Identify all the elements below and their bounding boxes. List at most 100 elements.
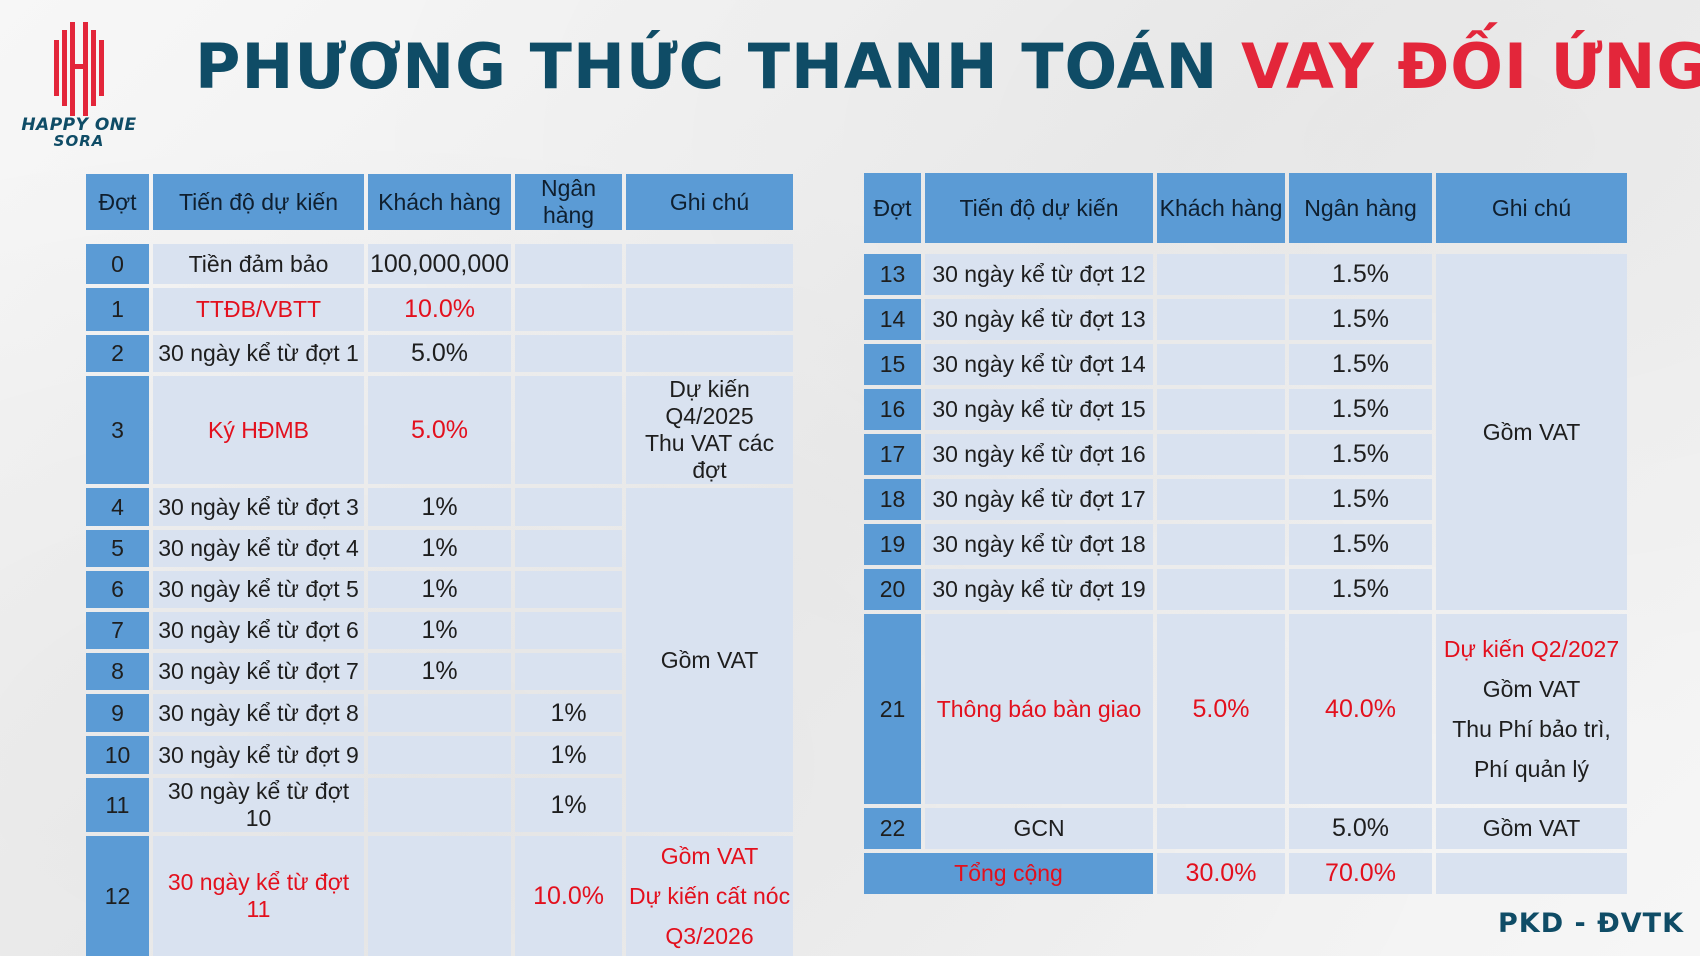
cell-dot: 14 [864,299,921,340]
cell-dot: 1 [86,288,149,331]
cell-ngan-hang: 1.5% [1289,254,1432,295]
payment-table-right: Đợt Tiến độ dự kiến Khách hàng Ngân hàng… [860,169,1631,898]
cell-khach-hang [1157,344,1285,385]
cell-ngan-hang [515,376,623,484]
cell-tien-do: GCN [925,808,1153,849]
cell-tien-do: 30 ngày kể từ đợt 15 [925,389,1153,430]
note-gom-vat: Gồm VAT [1436,254,1627,610]
table-row: 13 30 ngày kể từ đợt 12 1.5% Gồm VAT [864,254,1627,610]
table-row: 11 30 ngày kể từ đợt 10 1% [86,778,793,832]
cell-khach-hang: 5.0% [368,376,512,484]
cell-dot: 5 [86,530,149,567]
table-row: 17 30 ngày kể từ đợt 16 1.5% [864,434,1627,475]
cell-ngan-hang: 1.5% [1289,434,1432,475]
cell-ghi-chu: Dự kiến Q2/2027 Gồm VAT Thu Phí bảo trì,… [1436,614,1627,804]
header-ngan-hang: Ngân hàng [515,174,623,230]
table-row: 7 30 ngày kể từ đợt 6 1% [86,612,793,649]
table-header-row: Đợt Tiến độ dự kiến Khách hàng Ngân hàng… [864,173,1627,243]
cell-ngan-hang [515,244,623,284]
cell-ngan-hang: 1.5% [1289,479,1432,520]
cell-tien-do: 30 ngày kể từ đợt 12 [925,254,1153,295]
table-row: 22 GCN 5.0% Gồm VAT [864,808,1627,849]
cell-tien-do: 30 ngày kể từ đợt 10 [153,778,364,832]
cell-ngan-hang: 10.0% [515,836,623,956]
table-row: 18 30 ngày kể từ đợt 17 1.5% [864,479,1627,520]
note-r12-line2: Dự kiến cất nóc [628,883,791,909]
cell-khach-hang [1157,524,1285,565]
cell-tien-do: 30 ngày kể từ đợt 19 [925,569,1153,610]
header-tien-do: Tiến độ dự kiến [925,173,1153,243]
cell-khach-hang [368,836,512,956]
table-row: 21 Thông báo bàn giao 5.0% 40.0% Dự kiến… [864,614,1627,804]
cell-ngan-hang: 1.5% [1289,389,1432,430]
cell-tien-do: Ký HĐMB [153,376,364,484]
cell-khach-hang [1157,434,1285,475]
cell-dot: 16 [864,389,921,430]
cell-ngan-hang [515,488,623,526]
cell-dot: 13 [864,254,921,295]
table-row: 15 30 ngày kể từ đợt 14 1.5% [864,344,1627,385]
cell-ghi-chu: Dự kiến Q4/2025 Thu VAT các đợt [626,376,794,484]
cell-ghi-chu: Gồm VAT Dự kiến cất nóc Q3/2026 [626,836,794,956]
total-row: Tổng cộng 30.0% 70.0% [864,853,1627,894]
cell-dot: 18 [864,479,921,520]
payment-table-left: Đợt Tiến độ dự kiến Khách hàng Ngân hàng… [82,170,797,956]
logo-brand-name: HAPPY ONE [21,115,137,135]
logo-brand-sub: SORA [53,132,105,150]
cell-tien-do: 30 ngày kể từ đợt 5 [153,571,364,608]
cell-ngan-hang [515,288,623,331]
cell-tien-do: 30 ngày kể từ đợt 14 [925,344,1153,385]
table-row: 5 30 ngày kể từ đợt 4 1% [86,530,793,567]
header-dot: Đợt [86,174,149,230]
title-part-1: PHƯƠNG THỨC THANH TOÁN [195,30,1219,103]
note-r21-line1: Dự kiến Q2/2027 [1443,636,1620,662]
cell-tien-do: 30 ngày kể từ đợt 4 [153,530,364,567]
header-ghi-chu: Ghi chú [626,174,794,230]
cell-khach-hang: 1% [368,612,512,649]
note-r21-line4: Phí quản lý [1473,756,1590,782]
cell-dot: 15 [864,344,921,385]
cell-khach-hang: 1% [368,530,512,567]
table-row: 6 30 ngày kể từ đợt 5 1% [86,571,793,608]
table-row: 4 30 ngày kể từ đợt 3 1% Gồm VAT [86,488,794,832]
cell-ghi-chu [626,244,794,284]
cell-ngan-hang [515,653,623,690]
cell-tien-do: 30 ngày kể từ đợt 16 [925,434,1153,475]
table-row: 0 Tiền đảm bảo 100,000,000 [86,244,794,284]
cell-ngan-hang: 5.0% [1289,808,1432,849]
header-dot: Đợt [864,173,921,243]
note-q4-line2: Thu VAT các đợt [644,430,775,483]
note-q4-line1: Dự kiến Q4/2025 [665,376,754,429]
table-row: 8 30 ngày kể từ đợt 7 1% [86,653,793,690]
cell-dot: 3 [86,376,149,484]
cell-dot: 6 [86,571,149,608]
cell-dot: 9 [86,694,149,732]
note-r21-line3: Thu Phí bảo trì, [1452,716,1611,742]
cell-ngan-hang: 1.5% [1289,524,1432,565]
note-r12-line1: Gồm VAT [660,843,759,869]
table-row: 12 30 ngày kể từ đợt 11 10.0% Gồm VAT Dự… [86,836,794,956]
cell-dot: 10 [86,736,149,774]
table-row: 2 30 ngày kể từ đợt 1 5.0% [86,335,794,372]
table-row: 3 Ký HĐMB 5.0% Dự kiến Q4/2025 Thu VAT c… [86,376,794,484]
cell-tien-do: 30 ngày kể từ đợt 9 [153,736,364,774]
cell-ghi-chu [626,288,794,331]
cell-ngan-hang [515,612,623,649]
cell-tien-do: TTĐB/VBTT [153,288,364,331]
cell-khach-hang [1157,808,1285,849]
total-label: Tổng cộng [864,853,1153,894]
cell-khach-hang: 5.0% [1157,614,1285,804]
table-header-row: Đợt Tiến độ dự kiến Khách hàng Ngân hàng… [86,174,794,230]
cell-ngan-hang: 1% [515,736,623,774]
cell-dot: 19 [864,524,921,565]
cell-dot: 20 [864,569,921,610]
cell-ghi-chu [626,335,794,372]
cell-khach-hang [1157,299,1285,340]
header-khach-hang: Khách hàng [1157,173,1285,243]
cell-dot: 22 [864,808,921,849]
cell-khach-hang: 100,000,000 [368,244,512,284]
cell-khach-hang: 1% [368,653,512,690]
cell-ngan-hang [515,530,623,567]
table-row: 16 30 ngày kể từ đợt 15 1.5% [864,389,1627,430]
header-ghi-chu: Ghi chú [1436,173,1627,243]
